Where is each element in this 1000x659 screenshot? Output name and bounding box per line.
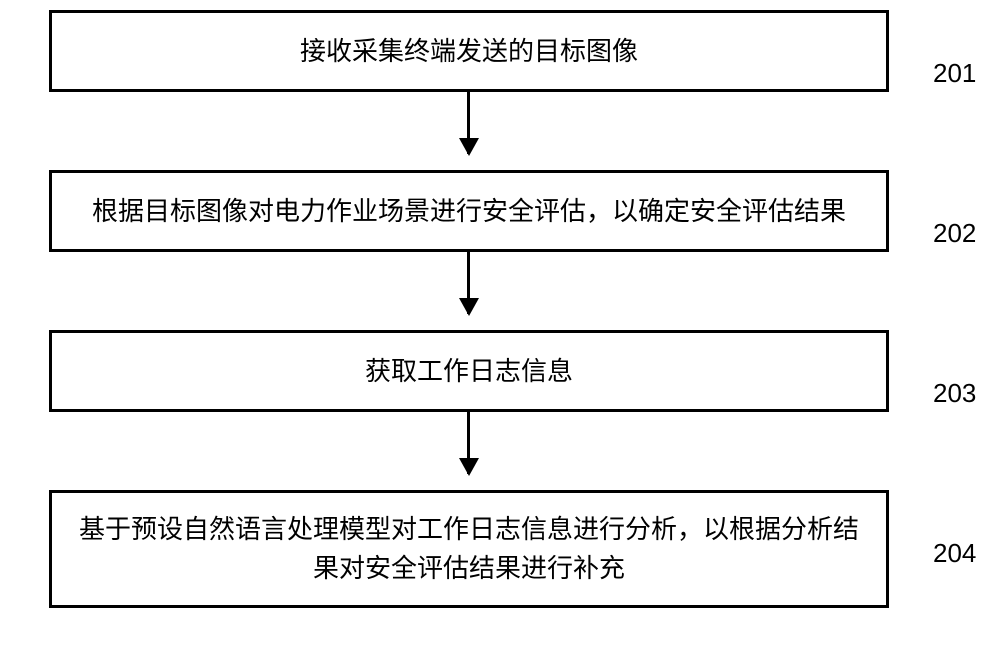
arrow-1-2: [467, 92, 470, 154]
node-4-label: 204: [933, 538, 976, 569]
flowchart-node-1: 接收采集终端发送的目标图像: [49, 10, 889, 92]
arrow-2-3: [467, 252, 470, 314]
node-4-text: 基于预设自然语言处理模型对工作日志信息进行分析，以根据分析结果对安全评估结果进行…: [72, 510, 866, 588]
flowchart-node-2: 根据目标图像对电力作业场景进行安全评估，以确定安全评估结果: [49, 170, 889, 252]
node-3-label: 203: [933, 378, 976, 409]
flowchart-node-3: 获取工作日志信息: [49, 330, 889, 412]
arrow-3-4: [467, 412, 470, 474]
node-2-text: 根据目标图像对电力作业场景进行安全评估，以确定安全评估结果: [92, 192, 846, 231]
flowchart-container: 接收采集终端发送的目标图像 201 根据目标图像对电力作业场景进行安全评估，以确…: [0, 0, 1000, 659]
flowchart-node-4: 基于预设自然语言处理模型对工作日志信息进行分析，以根据分析结果对安全评估结果进行…: [49, 490, 889, 608]
node-1-text: 接收采集终端发送的目标图像: [300, 32, 638, 71]
node-2-label: 202: [933, 218, 976, 249]
node-3-text: 获取工作日志信息: [365, 352, 573, 391]
node-1-label: 201: [933, 58, 976, 89]
